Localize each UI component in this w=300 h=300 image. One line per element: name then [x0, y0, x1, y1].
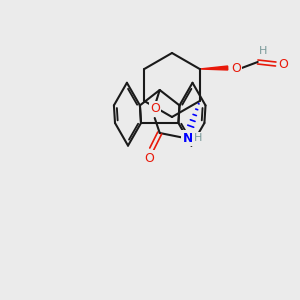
Text: O: O [144, 152, 154, 164]
Text: O: O [231, 61, 241, 74]
Text: H: H [259, 46, 267, 56]
Text: O: O [150, 103, 160, 116]
Text: O: O [278, 58, 288, 70]
Text: N: N [182, 131, 193, 145]
Polygon shape [200, 66, 228, 70]
Text: H: H [194, 133, 202, 143]
